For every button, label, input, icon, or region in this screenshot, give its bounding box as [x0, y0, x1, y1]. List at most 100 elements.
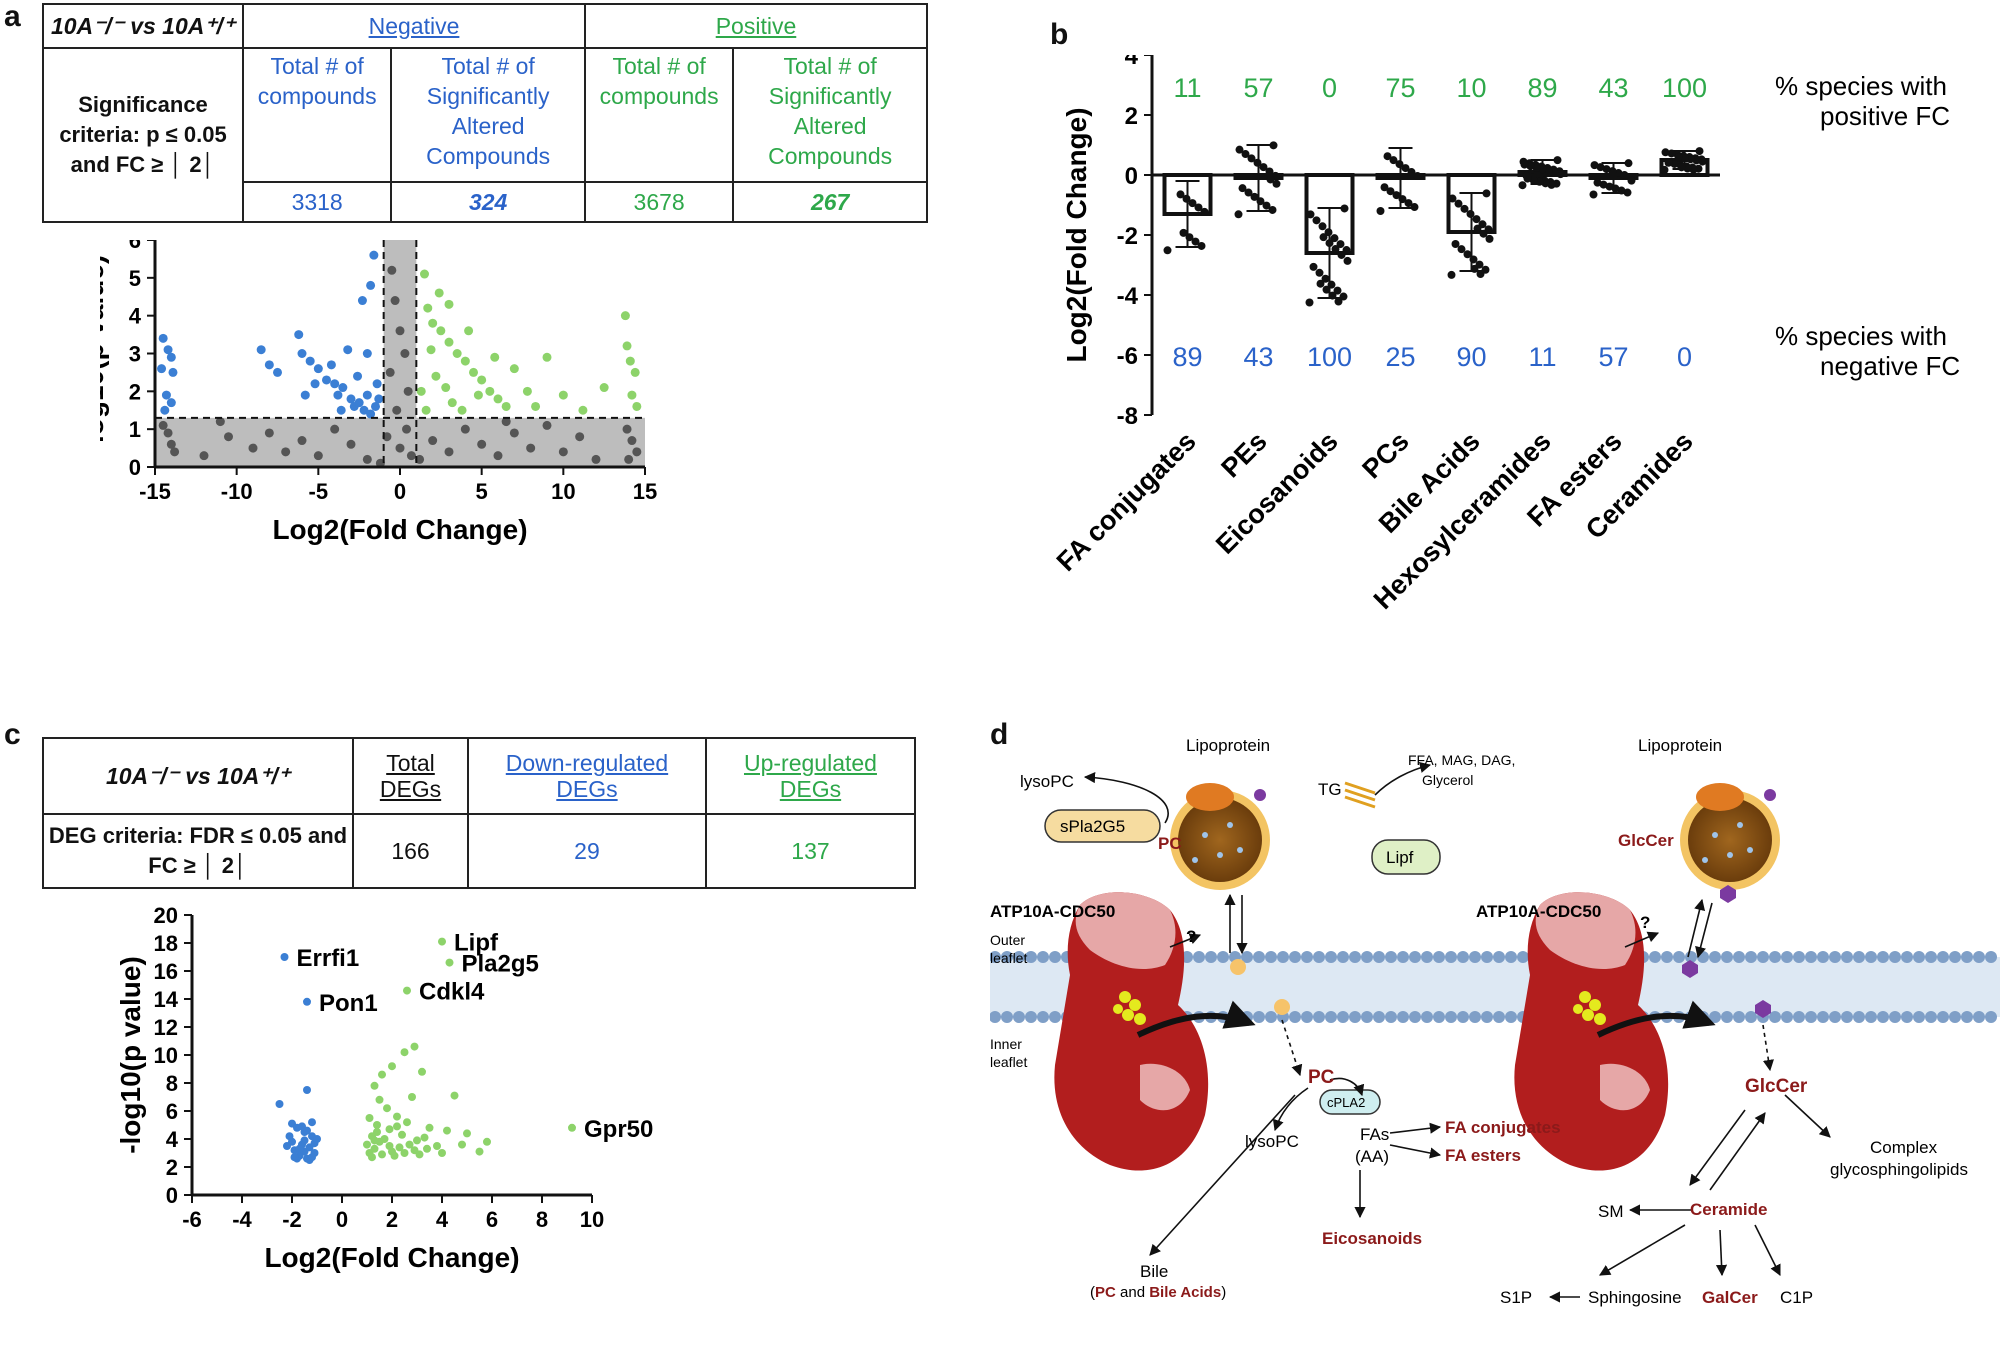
- lipid-head-inner: [1457, 1011, 1469, 1023]
- diagram-d: Lipoprotein lysoPC sPla2G5 PC TG FFA, MA…: [990, 736, 2000, 1307]
- lipid-head-outer: [1025, 951, 1037, 963]
- spla2g5-label: sPla2G5: [1060, 817, 1125, 836]
- species-point: [1611, 184, 1620, 193]
- data-point-gray: [575, 432, 585, 442]
- right-label-positive-1: % species with: [1775, 71, 1947, 101]
- lipid-head-inner: [1721, 1011, 1733, 1023]
- data-point-green: [438, 1149, 446, 1157]
- bile-label: Bile: [1140, 1262, 1168, 1281]
- data-point-green: [428, 318, 438, 328]
- pct-positive-label: 100: [1662, 73, 1707, 103]
- data-point-green: [452, 349, 462, 358]
- species-point: [1334, 297, 1343, 306]
- data-point-blue: [333, 390, 343, 400]
- species-point: [1479, 229, 1488, 238]
- data-point-gray: [281, 447, 291, 457]
- data-point-gray: [264, 428, 274, 438]
- lipid-head-inner: [1313, 1011, 1325, 1023]
- gene-label: Gpr50: [584, 1116, 653, 1143]
- data-point-green: [408, 1093, 416, 1101]
- data-point-blue: [308, 1118, 316, 1127]
- fas-label: FAs: [1360, 1125, 1389, 1144]
- species-point: [1683, 164, 1692, 173]
- x-tick-label: 6: [486, 1207, 498, 1232]
- data-point-blue: [273, 367, 282, 377]
- table-c-total: 166: [352, 813, 469, 889]
- lipid-head-inner: [1889, 1011, 1901, 1023]
- lipid-head-outer: [1817, 951, 1829, 963]
- data-point-blue: [264, 360, 274, 370]
- pct-negative-label: 90: [1456, 342, 1486, 372]
- data-point-green: [403, 986, 411, 995]
- data-point-blue: [158, 333, 168, 343]
- table-c-down-header: Down-regulated DEGs: [467, 737, 707, 815]
- aa-label: (AA): [1355, 1147, 1389, 1166]
- table-a-neg-total: 3318: [241, 181, 393, 223]
- data-point-blue: [362, 390, 372, 400]
- data-point-green: [447, 398, 457, 408]
- pc-label-inner: PC: [1308, 1067, 1335, 1088]
- lipid-head-inner: [1445, 1011, 1457, 1023]
- lipid-head-inner: [1805, 1011, 1817, 1023]
- data-point-gray: [558, 447, 568, 457]
- data-point-gray: [542, 420, 552, 430]
- data-point-green: [373, 1121, 381, 1129]
- species-point: [1526, 162, 1535, 171]
- lipid-head-inner: [1265, 1011, 1277, 1023]
- lipid-head-outer: [1049, 951, 1061, 963]
- species-point: [1330, 234, 1339, 243]
- bile-acids: Bile Acids: [1149, 1284, 1221, 1301]
- y-tick-label: 6: [166, 1099, 178, 1124]
- inner-leaflet-label-2: leaflet: [990, 1054, 1027, 1070]
- species-point: [1538, 165, 1547, 174]
- data-point-green: [398, 1130, 406, 1139]
- y-tick-label: 16: [154, 959, 178, 984]
- species-point: [1520, 160, 1529, 169]
- species-point: [1535, 177, 1544, 186]
- pct-negative-label: 11: [1528, 342, 1556, 372]
- x-tick-label: -6: [182, 1207, 202, 1232]
- species-point: [1544, 166, 1553, 175]
- lipid-head-outer: [1853, 951, 1865, 963]
- y-tick-label: 0: [129, 455, 141, 480]
- data-point-green: [438, 937, 446, 946]
- lipid-head-inner: [1505, 1011, 1517, 1023]
- lipid-head-inner: [1973, 1011, 1985, 1023]
- data-point-green: [620, 311, 630, 321]
- y-tick-label: 0: [1125, 163, 1138, 190]
- lipid-head-inner: [1985, 1011, 1997, 1023]
- species-point: [1312, 216, 1321, 225]
- data-point-blue: [161, 390, 171, 400]
- data-point-blue: [303, 1086, 311, 1094]
- lipid-head-inner: [1733, 1011, 1745, 1023]
- species-point: [1265, 167, 1274, 176]
- data-point-gray: [403, 386, 413, 396]
- cpla2-enzyme: [1319, 1089, 1381, 1115]
- lipid-head-outer: [1289, 951, 1301, 963]
- species-point: [1476, 270, 1485, 279]
- species-point: [1547, 180, 1556, 189]
- complex-label: Complex: [1870, 1138, 1938, 1157]
- species-point: [1235, 145, 1244, 154]
- lipid-head-outer: [1013, 951, 1025, 963]
- data-point-green: [380, 1135, 389, 1143]
- lipid-head-outer: [1037, 951, 1049, 963]
- pc-label-outer: PC: [1158, 834, 1182, 853]
- species-point: [1617, 186, 1626, 195]
- data-point-gray: [330, 424, 340, 434]
- data-point-green: [410, 1042, 419, 1051]
- lipid-head-outer: [1841, 951, 1853, 963]
- species-point: [1470, 264, 1479, 273]
- atp-label-right: ATP10A-CDC50: [1476, 902, 1601, 921]
- species-point: [1247, 154, 1256, 163]
- cpla2-label: cPLA2: [1327, 1095, 1365, 1110]
- tg-label: TG: [1318, 780, 1342, 799]
- data-point-green: [400, 1048, 409, 1057]
- species-point: [1176, 190, 1185, 199]
- species-point: [1194, 203, 1203, 212]
- category-label: PCs: [1356, 426, 1414, 484]
- arrows-right: [1548, 898, 1831, 1303]
- lipid-head-inner: [1361, 1011, 1373, 1023]
- data-point-blue: [168, 367, 178, 377]
- data-point-green: [405, 1140, 414, 1149]
